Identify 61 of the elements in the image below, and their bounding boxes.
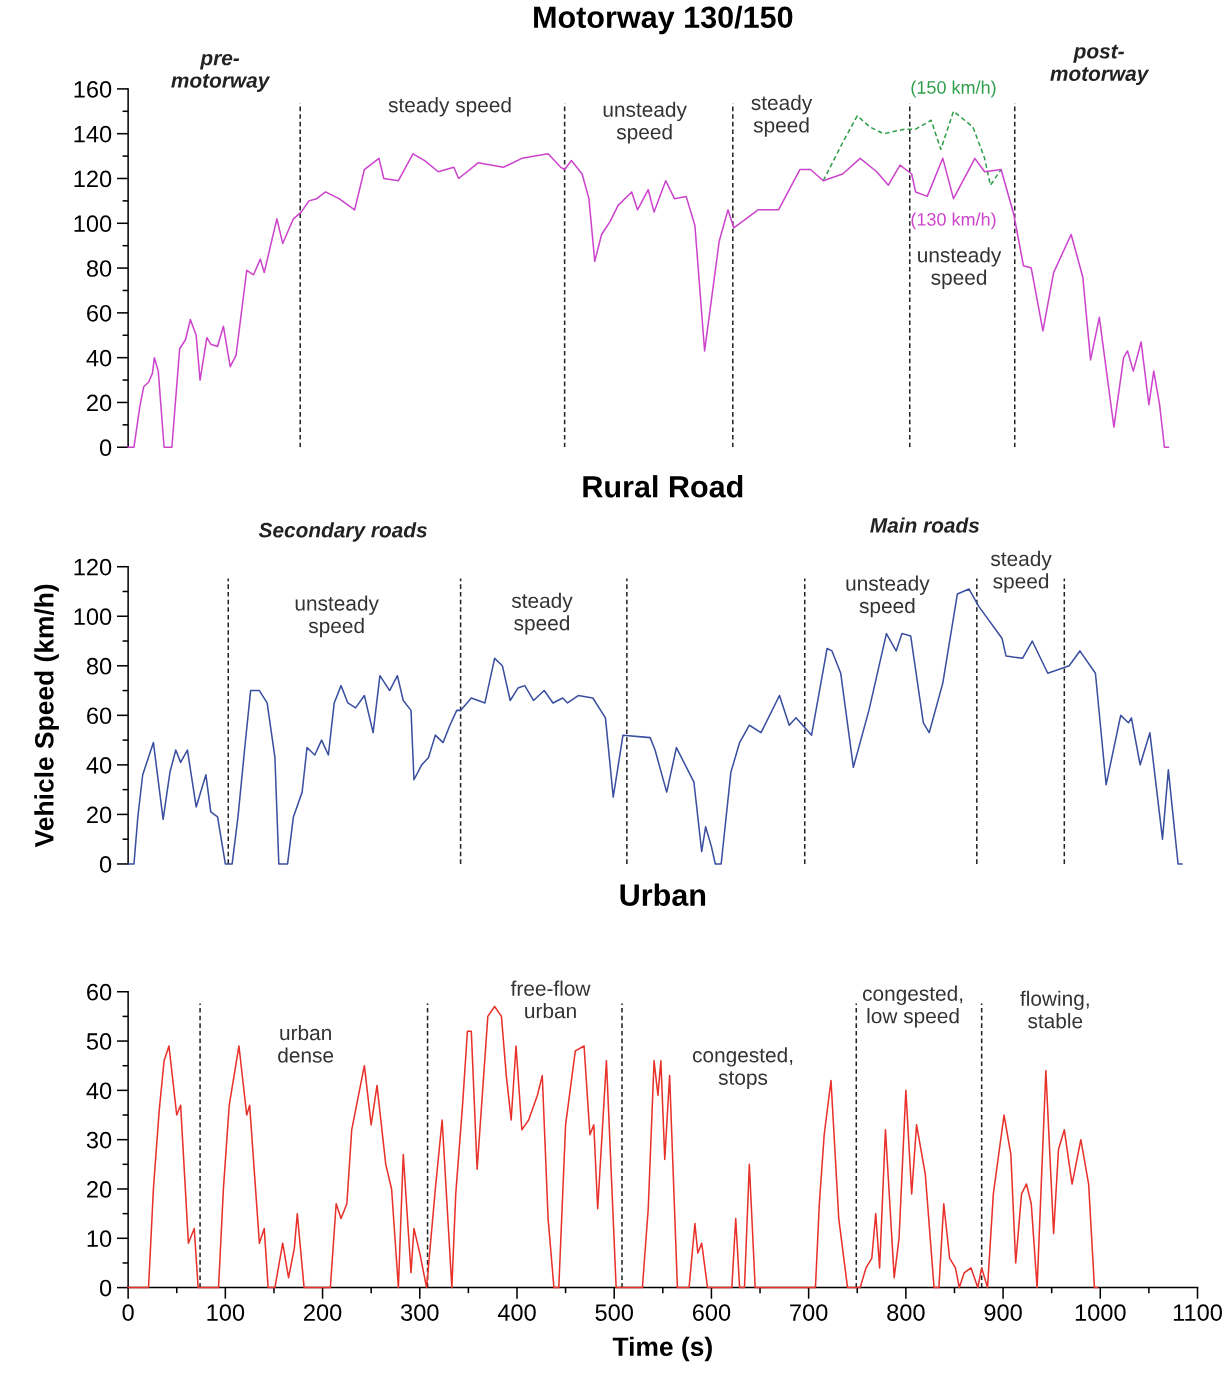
x-tick-label: 0 <box>122 1304 134 1321</box>
x-tick-label: 1000 <box>1075 1304 1126 1321</box>
annotation: flowing, stable <box>1020 990 1089 1029</box>
y-tick-label: 40 <box>86 756 112 774</box>
y-tick-label: 20 <box>87 806 112 824</box>
x-tick-label: 300 <box>400 1304 439 1321</box>
x-tick-label: 900 <box>984 1304 1022 1321</box>
line-series <box>822 110 1002 186</box>
chart-title: Rural Road <box>583 475 743 498</box>
y-tick-label: 120 <box>74 170 112 188</box>
annotation: unsteady speed <box>918 247 1002 290</box>
x-tick-label: 1100 <box>1173 1304 1222 1321</box>
line-series <box>127 153 1170 449</box>
annotation: unsteady speed <box>295 595 379 638</box>
y-tick-label: 100 <box>74 608 112 626</box>
y-tick-label: 80 <box>86 260 112 277</box>
y-tick-label: 140 <box>74 125 112 143</box>
annotation: urban dense <box>278 1024 334 1063</box>
y-tick-label: 10 <box>87 1230 112 1248</box>
y-tick-label: 20 <box>87 394 112 412</box>
annotation: free-flow urban <box>510 980 591 1019</box>
x-tick-label: 400 <box>497 1304 536 1321</box>
chart-title: Motorway 130/150 <box>534 5 793 35</box>
y-tick-label: 60 <box>87 983 112 1001</box>
text: Secondary roads <box>258 522 427 542</box>
series-label: (150 km/h) <box>911 80 996 98</box>
text: post- motorway <box>1050 44 1150 86</box>
chart-title: Urban <box>620 883 706 906</box>
text: Main roads <box>870 517 980 533</box>
y-tick-label: 100 <box>74 215 112 233</box>
y-tick-label: 60 <box>87 707 112 725</box>
annotation: steady speed <box>511 592 573 635</box>
y-axis-title: Vehicle Speed (km/h) <box>34 584 59 848</box>
x-tick-label: 800 <box>887 1304 925 1321</box>
series-label: (130 km/h) <box>911 212 996 230</box>
annotation: congested, stops <box>692 1047 793 1090</box>
annotation: steady speed <box>388 97 511 117</box>
y-tick-label: 40 <box>86 1082 112 1100</box>
annotation: steady speed <box>990 550 1052 593</box>
y-tick-label: 0 <box>99 1279 112 1297</box>
annotation: pre- motorway <box>171 53 271 92</box>
y-tick-label: 60 <box>87 304 112 322</box>
y-tick-label: 160 <box>74 80 112 98</box>
x-axis-title: Time (s) <box>612 1336 712 1362</box>
annotation: unsteady speed <box>603 101 687 144</box>
y-tick-label: 80 <box>86 657 112 675</box>
y-tick-label: 30 <box>86 1131 112 1149</box>
x-tick-label: 100 <box>207 1304 245 1321</box>
y-tick-label: 40 <box>86 349 112 367</box>
y-tick-label: 120 <box>74 558 112 576</box>
y-tick-label: 50 <box>86 1033 112 1050</box>
x-tick-label: 200 <box>304 1304 342 1321</box>
y-tick-label: 0 <box>99 856 112 873</box>
annotation: unsteady speed <box>846 575 930 618</box>
x-tick-label: 700 <box>790 1304 828 1321</box>
annotation: congested, low speed <box>862 985 963 1028</box>
annotation: steady speed <box>751 94 813 137</box>
x-tick-label: 500 <box>595 1304 633 1321</box>
y-tick-label: 0 <box>99 439 112 457</box>
x-tick-label: 600 <box>692 1304 731 1321</box>
y-tick-label: 20 <box>87 1181 112 1198</box>
